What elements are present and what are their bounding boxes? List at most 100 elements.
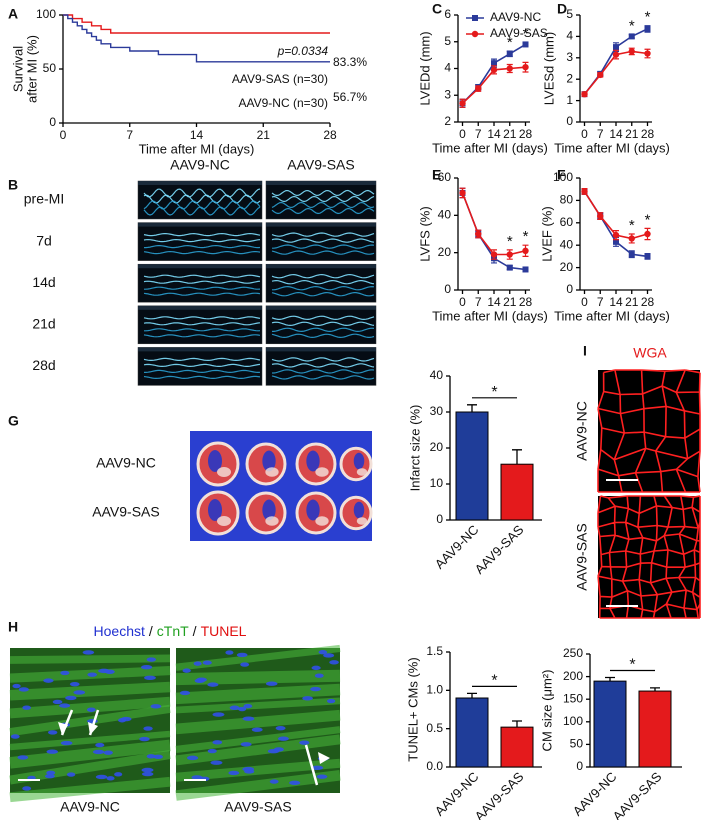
echo-trace [271, 357, 375, 362]
significance-star: * [507, 233, 513, 250]
nucleus [302, 696, 313, 701]
echo-trace [271, 321, 375, 327]
nucleus [240, 662, 250, 667]
bar [638, 690, 672, 768]
x-tick-label: AAV9-SAS [472, 769, 527, 820]
nucleus [275, 725, 286, 731]
pale-area [315, 516, 329, 526]
nucleus [103, 750, 113, 755]
series-line [63, 14, 330, 63]
panel-letter: H [8, 619, 18, 635]
nucleus [95, 742, 105, 748]
nucleus [12, 683, 21, 689]
nucleus [202, 660, 212, 665]
y-tick-label: 3 [566, 50, 573, 64]
stain-name: cTnT [157, 623, 189, 639]
pale-area [265, 516, 279, 526]
panel-letter: B [8, 177, 18, 193]
significance-star: * [645, 9, 651, 26]
x-tick-label: 7 [475, 127, 482, 141]
y-tick-label: 0 [436, 512, 443, 526]
nucleus [114, 772, 123, 777]
nucleus [207, 682, 219, 687]
stain-label: Hoechst / cTnT / TUNEL [94, 623, 247, 639]
muscle-fiber [9, 739, 171, 769]
echo-trace [143, 232, 261, 237]
nucleus [10, 734, 20, 739]
nucleus [316, 774, 328, 779]
echo-header [138, 222, 262, 227]
y-tick-label: 100 [553, 170, 573, 184]
panel-letter: D [557, 1, 567, 17]
muscle-fiber [175, 734, 341, 766]
echo-trace [143, 316, 261, 320]
x-tick-label: 0 [581, 295, 588, 309]
echo-trace [271, 232, 375, 237]
nucleus [139, 736, 150, 742]
y-tick-label: 2 [444, 114, 451, 128]
x-tick-label: 0 [459, 127, 466, 141]
nucleus [212, 740, 223, 745]
x-tick-label: 21 [503, 127, 517, 141]
echo-trace [143, 322, 261, 326]
echo-header [138, 264, 262, 269]
nucleus [212, 712, 225, 717]
y-tick-label: 40 [560, 237, 574, 251]
marker [612, 51, 620, 58]
nucleus [143, 726, 153, 731]
series-line [583, 28, 648, 95]
y-tick-label: 0 [444, 282, 451, 296]
significance-star: * [629, 217, 635, 234]
echo-header [138, 347, 262, 352]
echo-trace [271, 238, 375, 243]
y-axis-label: LVEDd (mm) [417, 31, 432, 105]
echo-trace [143, 188, 261, 198]
infarct-area [208, 450, 222, 472]
x-tick-label: 0 [60, 128, 67, 142]
y-axis-label: LVEF (%) [539, 206, 554, 261]
nucleus [310, 686, 321, 692]
marker [597, 71, 604, 79]
error-bar [605, 676, 615, 682]
y-tick-label: 4 [444, 61, 451, 75]
significance-star: * [507, 34, 513, 51]
marker [475, 85, 482, 92]
echo-trace [144, 369, 261, 374]
error-bar [650, 687, 660, 692]
column-label: AAV9-NC [170, 157, 230, 173]
pale-area [265, 467, 279, 477]
nucleus [240, 742, 252, 747]
marker [522, 41, 529, 48]
x-axis-label: Time after MI (days) [554, 308, 670, 323]
error-bar [467, 692, 477, 698]
x-tick-label: 0 [581, 127, 588, 141]
muscle-fiber [9, 776, 171, 803]
infarct-area [353, 452, 365, 470]
column-label: AAV9-SAS [287, 157, 354, 173]
nucleus [229, 705, 240, 710]
nucleus [236, 652, 248, 658]
y-tick-label: 250 [563, 646, 583, 660]
echo-trace [271, 363, 375, 368]
x-axis-label: Time after MI (days) [554, 140, 670, 155]
x-tick-label: 7 [597, 295, 604, 309]
pale-area [356, 517, 368, 525]
nucleus [87, 672, 98, 677]
nucleus [59, 703, 71, 708]
nucleus [69, 681, 80, 687]
x-tick-label: 14 [190, 128, 204, 142]
echo-trace [143, 363, 261, 368]
x-tick-label: 28 [519, 295, 533, 309]
nucleus [22, 705, 31, 710]
y-axis-label: CM size (μm²) [539, 670, 554, 752]
echo-trace [271, 315, 375, 321]
marker [613, 238, 619, 245]
nucleus [289, 780, 301, 786]
y-tick-label: 0.0 [426, 759, 443, 773]
nucleus [314, 673, 324, 678]
marker [644, 50, 651, 57]
nucleus [144, 675, 156, 680]
echo-trace [143, 194, 261, 204]
y-tick-label: 0 [576, 759, 583, 773]
